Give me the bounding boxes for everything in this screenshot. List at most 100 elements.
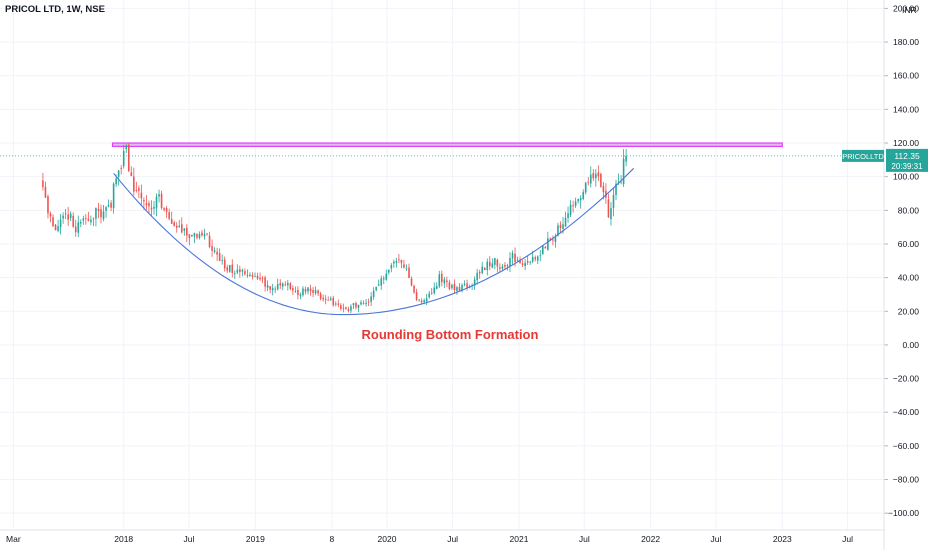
candle-up: [476, 272, 478, 281]
y-tick-label: 140.00: [893, 104, 919, 114]
candle-down: [292, 287, 294, 291]
candle-up: [102, 211, 105, 219]
candle-down: [110, 202, 112, 208]
candle-down: [173, 222, 176, 227]
candle-up: [456, 287, 458, 292]
candle-down: [180, 224, 183, 233]
candle-up: [617, 181, 620, 183]
candle-down: [534, 257, 537, 260]
x-tick-label: 2022: [641, 534, 660, 544]
candle-up: [529, 261, 531, 263]
resistance-layer: [0, 142, 884, 157]
candle-down: [143, 200, 145, 202]
candle-down: [140, 192, 143, 199]
x-tick-label: 2021: [510, 534, 529, 544]
candle-down: [52, 217, 54, 227]
candle-down: [312, 289, 314, 293]
candle-up: [481, 266, 484, 274]
candle-down: [148, 203, 150, 207]
candle-down: [602, 185, 605, 193]
candle-up: [266, 285, 269, 288]
candle-up: [461, 285, 463, 291]
candle-down: [420, 300, 423, 303]
y-tick-label: 180.00: [893, 37, 919, 47]
bar-countdown: 20:39:31: [891, 162, 923, 171]
candle-up: [393, 261, 395, 264]
candle-up: [562, 224, 564, 229]
candle-up: [125, 145, 128, 150]
candle-up: [350, 306, 352, 311]
candle-up: [491, 263, 494, 268]
candle-up: [531, 256, 534, 262]
y-tick-label: 100.00: [893, 172, 919, 182]
candle-up: [610, 208, 612, 220]
candle-up: [183, 228, 186, 231]
candle-down: [133, 176, 135, 192]
candle-up: [274, 288, 276, 290]
x-tick-label: Jul: [842, 534, 853, 544]
candle-down: [239, 269, 241, 273]
candle-up: [360, 302, 362, 305]
candle-down: [218, 253, 221, 261]
y-tick-label: −60.00: [893, 441, 920, 451]
candle-down: [607, 199, 610, 218]
candle-down: [526, 261, 529, 263]
candle-up: [203, 233, 206, 237]
candle-down: [400, 259, 403, 264]
candle-down: [196, 233, 198, 238]
candle-up: [57, 226, 59, 231]
candle-down: [92, 218, 95, 220]
candle-up: [370, 296, 372, 302]
candle-down: [446, 280, 448, 283]
candle-up: [115, 178, 117, 185]
candle-down: [600, 174, 602, 187]
candle-up: [511, 253, 514, 259]
candle-down: [355, 303, 357, 308]
candle-up: [276, 284, 279, 290]
candle-up: [388, 269, 390, 273]
candle-up: [377, 284, 380, 286]
y-tick-label: 0.00: [902, 340, 919, 350]
candle-down: [413, 285, 415, 293]
candle-down: [448, 282, 451, 289]
candle-up: [198, 233, 201, 238]
candle-down: [544, 246, 547, 249]
candle-up: [567, 213, 569, 218]
candle-down: [403, 264, 405, 268]
candle-down: [453, 283, 456, 291]
candle-up: [463, 283, 466, 285]
candle-down: [165, 208, 168, 212]
candle-up: [155, 196, 158, 209]
candle-down: [362, 303, 365, 304]
candle-down: [289, 283, 292, 289]
x-tick-label: Mar: [6, 534, 21, 544]
symbol-title[interactable]: PRICOL LTD, 1W, NSE: [5, 4, 105, 15]
candle-down: [398, 259, 400, 261]
candle-down: [163, 208, 165, 210]
candle-up: [615, 183, 617, 195]
y-tick-label: 80.00: [898, 205, 920, 215]
candle-down: [332, 297, 335, 306]
candle-up: [281, 283, 284, 287]
candle-up: [241, 269, 244, 272]
candle-up: [433, 287, 436, 294]
candle-down: [597, 172, 600, 177]
curve-layer: Rounding Bottom Formation: [113, 167, 635, 342]
candle-down: [223, 259, 226, 269]
rounding-bottom-curve: [113, 167, 635, 316]
candle-down: [297, 289, 299, 295]
candle-down: [496, 259, 499, 267]
candle-up: [302, 288, 304, 296]
candle-down: [97, 208, 100, 211]
candle-up: [501, 266, 504, 269]
candle-up: [69, 213, 72, 218]
last-price-value: 112.35: [894, 151, 920, 161]
currency-label[interactable]: INR: [902, 5, 917, 15]
candle-down: [340, 305, 342, 309]
candle-down: [138, 188, 140, 191]
candle-up: [486, 261, 489, 271]
candle-down: [458, 286, 461, 291]
candle-up: [158, 194, 160, 197]
